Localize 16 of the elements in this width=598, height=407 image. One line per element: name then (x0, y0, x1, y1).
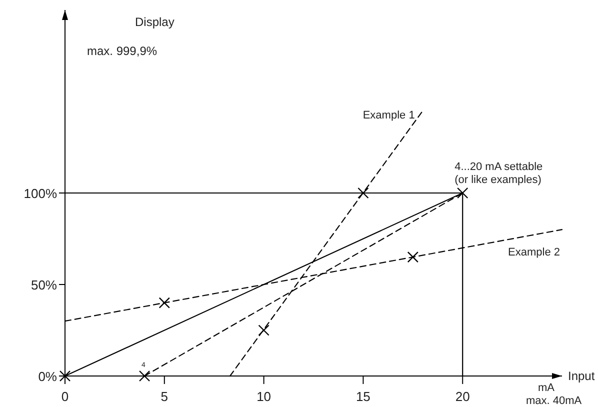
x-tick-label: 20 (455, 389, 470, 404)
annotation: 4...20 mA settable (or like examples) (454, 161, 543, 186)
y-axis-title: Display (135, 15, 174, 29)
x-axis-title: Input (568, 369, 596, 383)
series-label: Example 1 (362, 110, 415, 122)
x-tick-label: 5 (160, 389, 168, 404)
x-tick-label: 15 (356, 389, 370, 404)
x-tick-label: 10 (256, 389, 272, 404)
text: max. 40mA (526, 395, 582, 407)
y-tick-label: 50% (30, 278, 58, 292)
text: mA (538, 382, 556, 394)
annotation: max. 999,9% (87, 44, 158, 58)
y-tick-label: 0% (38, 369, 58, 384)
y-tick-label: 100% (24, 186, 58, 201)
series-label: Example 2 (508, 246, 560, 259)
x-tick-label: 0 (61, 389, 69, 404)
